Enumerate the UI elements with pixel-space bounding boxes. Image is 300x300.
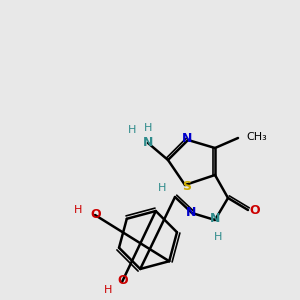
Text: H: H (128, 125, 136, 135)
Text: O: O (250, 203, 260, 217)
Text: O: O (118, 274, 128, 287)
Text: H: H (214, 232, 222, 242)
Text: CH₃: CH₃ (246, 132, 267, 142)
Text: N: N (210, 212, 220, 226)
Text: N: N (182, 131, 192, 145)
Text: N: N (186, 206, 196, 220)
Text: H: H (158, 183, 166, 193)
Text: H: H (144, 123, 152, 133)
Text: N: N (143, 136, 153, 149)
Text: O: O (91, 208, 101, 221)
Text: S: S (182, 179, 191, 193)
Text: H: H (104, 285, 112, 295)
Text: H: H (74, 205, 82, 215)
